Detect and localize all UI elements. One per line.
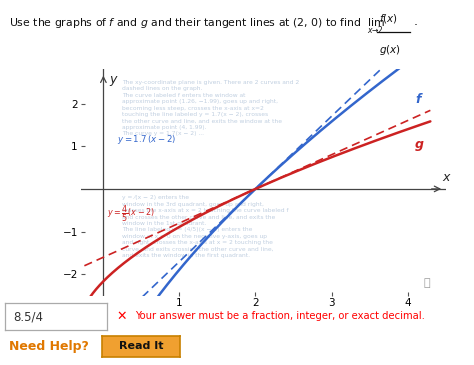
Text: The xy-coordinate plane is given. There are 2 curves and 2
dashed lines on the g: The xy-coordinate plane is given. There … — [122, 80, 300, 136]
Text: Your answer must be a fraction, integer, or exact decimal.: Your answer must be a fraction, integer,… — [135, 311, 425, 322]
Text: x: x — [442, 171, 449, 184]
Text: g: g — [415, 138, 424, 151]
Text: ⓘ: ⓘ — [423, 278, 430, 288]
Text: Read It: Read It — [119, 341, 163, 351]
Text: $y = 1.7\,(x - 2)$: $y = 1.7\,(x - 2)$ — [117, 133, 177, 146]
Text: $f(x)$: $f(x)$ — [379, 12, 398, 25]
Text: Use the graphs of $f$ and $g$ and their tangent lines at (2, 0) to find  $\lim_{: Use the graphs of $f$ and $g$ and their … — [9, 16, 385, 36]
Text: 8.5/4: 8.5/4 — [13, 310, 43, 323]
Text: .: . — [413, 15, 417, 27]
Text: $g(x)$: $g(x)$ — [379, 43, 401, 57]
Text: f: f — [415, 93, 420, 106]
Text: $y = \dfrac{4}{5}(x - 2)$: $y = \dfrac{4}{5}(x - 2)$ — [107, 203, 155, 224]
Text: y = ⁄(x − 2) enters the
window in the 3rd quadrant, goes up and right,
crosses t: y = ⁄(x − 2) enters the window in the 3r… — [122, 195, 289, 258]
Text: Need Help?: Need Help? — [9, 339, 90, 353]
Text: ✕: ✕ — [116, 310, 127, 323]
Text: y: y — [109, 73, 117, 86]
